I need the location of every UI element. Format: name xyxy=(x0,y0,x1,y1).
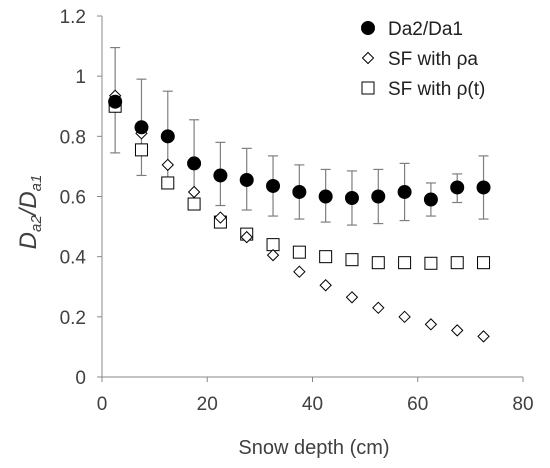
data-point xyxy=(161,158,174,172)
data-point xyxy=(239,172,254,187)
y-tick-label: 1.2 xyxy=(60,7,86,28)
y-tick-label: 1 xyxy=(75,67,86,88)
data-point xyxy=(213,168,228,183)
data-point xyxy=(345,291,359,304)
x-axis-title: Snow depth (cm) xyxy=(238,437,389,459)
legend-label: SF with ρa xyxy=(388,49,478,70)
data-point xyxy=(450,256,464,270)
x-tick-label: 80 xyxy=(512,394,533,415)
x-tick-label: 60 xyxy=(407,394,428,415)
y-title-sub2: a1 xyxy=(28,175,45,192)
legend-label: SF with ρ(t) xyxy=(388,79,485,100)
legend-entry: Da2/Da1 xyxy=(361,19,463,40)
y-axis-title: Da2/Da1 xyxy=(15,175,45,250)
series-markers xyxy=(108,89,491,343)
x-tick-label: 20 xyxy=(197,394,218,415)
data-point xyxy=(292,245,306,259)
data-point xyxy=(318,189,333,204)
data-point xyxy=(372,301,385,315)
legend-label: Da2/Da1 xyxy=(388,19,463,40)
data-point xyxy=(424,256,438,270)
x-axis-ticks: 0 20 40 60 80 xyxy=(97,377,534,415)
data-point xyxy=(345,253,359,267)
y-title-main: D xyxy=(15,232,42,249)
legend-entry: SF with ρa xyxy=(361,49,478,70)
y-title-slash: /D xyxy=(15,191,42,217)
data-point xyxy=(371,256,385,270)
data-point xyxy=(161,176,175,190)
data-point xyxy=(266,238,280,252)
data-point xyxy=(266,178,281,193)
data-point xyxy=(371,189,386,204)
y-tick-label: 0.2 xyxy=(60,308,86,329)
y-tick-label: 0.6 xyxy=(60,188,86,209)
y-tick-label: 0.8 xyxy=(60,127,86,148)
x-tick-label: 0 xyxy=(97,394,108,415)
data-point xyxy=(398,256,412,270)
legend: Da2/Da1 SF with ρa SF with ρ(t) xyxy=(361,19,485,100)
data-point xyxy=(423,192,438,207)
series-2 xyxy=(108,89,490,343)
legend-entry: SF with ρ(t) xyxy=(361,79,485,100)
data-point xyxy=(240,230,253,244)
legend-marker xyxy=(361,21,375,35)
data-point xyxy=(108,94,123,109)
data-point xyxy=(450,180,465,195)
legend-marker xyxy=(361,81,375,95)
y-tick-label: 0.4 xyxy=(60,248,87,269)
x-tick-label: 40 xyxy=(302,394,323,415)
data-point xyxy=(344,191,359,206)
series-1 xyxy=(108,94,491,207)
series-3 xyxy=(108,99,491,270)
data-point xyxy=(292,184,307,199)
y-title-sub1: a2 xyxy=(28,215,45,232)
data-point xyxy=(477,256,491,270)
data-point xyxy=(214,211,227,224)
legend-marker xyxy=(361,51,375,65)
chart-axes xyxy=(101,16,523,378)
y-axis-ticks: 0 0.2 0.4 0.6 0.8 1 1.2 xyxy=(60,7,102,389)
data-point xyxy=(476,180,491,195)
data-point xyxy=(266,248,280,262)
data-point xyxy=(293,265,306,278)
y-tick-label: 0 xyxy=(75,368,86,389)
data-point xyxy=(319,279,332,292)
data-point xyxy=(134,143,148,157)
data-point xyxy=(187,156,202,171)
data-point xyxy=(398,310,411,324)
data-point xyxy=(134,120,149,135)
data-point xyxy=(477,330,490,343)
data-point xyxy=(160,129,175,144)
data-point xyxy=(397,184,412,199)
data-point xyxy=(424,318,438,331)
data-point xyxy=(187,197,201,211)
data-point xyxy=(187,185,201,199)
data-point xyxy=(451,324,464,337)
data-point xyxy=(319,250,333,264)
